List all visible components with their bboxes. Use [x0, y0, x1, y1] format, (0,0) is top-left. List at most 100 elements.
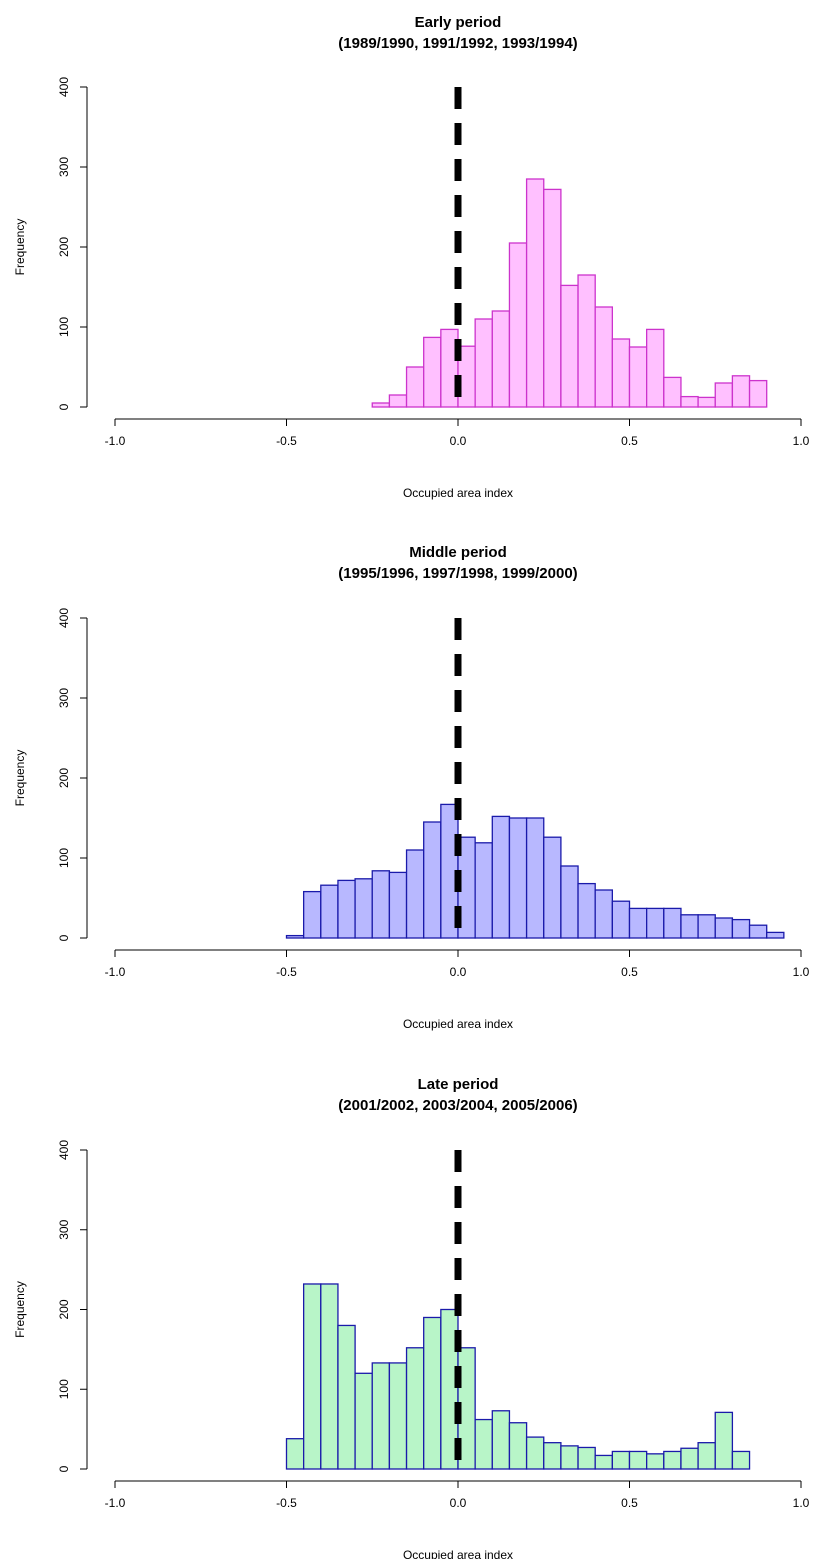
histogram-bar	[680, 395, 699, 408]
y-axis: 0 100 200 300 400	[57, 1140, 88, 1472]
y-tick-label: 400	[57, 1140, 71, 1160]
histogram-bar	[491, 815, 511, 939]
histogram-bar	[354, 878, 373, 939]
chart-title: Late period	[418, 1076, 499, 1093]
histogram-bar	[525, 817, 545, 939]
histogram-bar	[577, 882, 596, 939]
histogram-bar	[405, 366, 425, 408]
histogram-bar	[560, 1445, 579, 1470]
histogram-bar	[560, 284, 579, 408]
histogram-bar	[423, 336, 442, 408]
histogram-bar	[302, 890, 322, 939]
histogram-bar	[611, 1450, 631, 1470]
histogram-bar	[423, 1316, 442, 1470]
histogram-bar	[474, 842, 493, 939]
histogram-bar	[491, 310, 511, 408]
y-tick-label: 300	[57, 157, 71, 177]
y-tick-label: 0	[57, 934, 71, 941]
x-tick-label: -0.5	[276, 434, 297, 448]
histogram-bar	[663, 1450, 682, 1470]
x-axis: -1.0 -0.5 0.0 0.5 1.0	[105, 418, 810, 448]
x-tick-label: 1.0	[793, 965, 810, 979]
y-axis: 0 100 200 300 400	[57, 608, 88, 941]
histogram-bar	[714, 1411, 734, 1470]
late-period-panel: Late period (2001/2002, 2003/2004, 2005/…	[13, 1076, 810, 1559]
histogram-bar	[474, 1418, 493, 1470]
histogram-bar	[594, 1454, 614, 1470]
histogram-bar	[697, 1442, 716, 1470]
histogram-bar	[543, 188, 562, 408]
histogram-bar	[646, 328, 665, 408]
chart-title: Early period	[415, 14, 502, 31]
y-tick-label: 0	[57, 403, 71, 410]
histogram-bar	[560, 865, 579, 939]
histogram-bar	[525, 178, 545, 408]
y-tick-label: 100	[57, 1379, 71, 1399]
histogram-bar	[577, 274, 596, 408]
histogram-bar	[731, 918, 751, 939]
histogram-bar	[594, 306, 614, 408]
chart-subtitle: (1989/1990, 1991/1992, 1993/1994)	[338, 35, 577, 52]
x-tick-label: 0.5	[621, 965, 638, 979]
histogram-bar	[354, 1372, 373, 1470]
x-axis: -1.0 -0.5 0.0 0.5 1.0	[105, 1480, 810, 1510]
histogram-bar	[371, 402, 391, 408]
chart-subtitle: (2001/2002, 2003/2004, 2005/2006)	[338, 1097, 577, 1114]
chart-subtitle: (1995/1996, 1997/1998, 1999/2000)	[338, 565, 577, 582]
histogram-bar	[491, 1410, 511, 1470]
y-tick-label: 200	[57, 1299, 71, 1319]
histogram-bar	[423, 821, 442, 939]
y-axis-label: Frequency	[13, 750, 27, 807]
histogram-bar	[285, 1438, 305, 1470]
x-tick-label: 0.5	[621, 1496, 638, 1510]
y-axis-label: Frequency	[13, 219, 27, 276]
x-tick-label: -1.0	[105, 965, 126, 979]
histogram-bar	[697, 396, 716, 408]
histogram-bar	[371, 870, 391, 939]
histogram-bar	[697, 914, 716, 939]
histogram-bars	[285, 1283, 751, 1470]
histogram-bar	[508, 242, 528, 408]
histogram-bar	[714, 917, 734, 939]
middle-period-panel: Middle period (1995/1996, 1997/1998, 199…	[13, 544, 810, 1031]
histogram-bar	[766, 931, 785, 939]
histogram-bar	[371, 1362, 391, 1470]
histogram-bar	[337, 1324, 356, 1470]
histogram-bar	[577, 1446, 596, 1470]
x-tick-label: 1.0	[793, 434, 810, 448]
histogram-bar	[714, 382, 734, 408]
y-tick-label: 400	[57, 77, 71, 97]
x-tick-label: -0.5	[276, 1496, 297, 1510]
histogram-bar	[285, 934, 305, 939]
histogram-bar	[388, 871, 408, 939]
histogram-bar	[628, 907, 648, 939]
histogram-bar	[508, 1422, 528, 1470]
histogram-bar	[663, 376, 682, 408]
histogram-bar	[680, 1447, 699, 1470]
histogram-bar	[320, 1283, 339, 1470]
y-axis: 0 100 200 300 400	[57, 77, 88, 410]
histogram-bar	[543, 1442, 562, 1470]
x-tick-label: -0.5	[276, 965, 297, 979]
x-tick-label: 0.5	[621, 434, 638, 448]
x-tick-label: 0.0	[450, 434, 467, 448]
histogram-bar	[508, 817, 528, 939]
histogram-bar	[680, 914, 699, 939]
histogram-bar	[611, 900, 631, 939]
histogram-bar	[611, 338, 631, 408]
histogram-bar	[337, 879, 356, 939]
histogram-bar	[388, 1362, 408, 1470]
y-tick-label: 100	[57, 317, 71, 337]
histogram-bar	[731, 375, 751, 408]
x-axis: -1.0 -0.5 0.0 0.5 1.0	[105, 949, 810, 979]
histogram-bar	[646, 1453, 665, 1470]
histogram-bar	[594, 889, 614, 939]
x-axis-label: Occupied area index	[403, 1548, 513, 1559]
x-tick-label: 0.0	[450, 965, 467, 979]
histogram-bar	[405, 849, 425, 939]
histogram-bars	[285, 803, 785, 939]
y-tick-label: 200	[57, 237, 71, 257]
x-tick-label: -1.0	[105, 1496, 126, 1510]
histogram-bar	[748, 379, 768, 408]
x-axis-label: Occupied area index	[403, 1017, 513, 1031]
